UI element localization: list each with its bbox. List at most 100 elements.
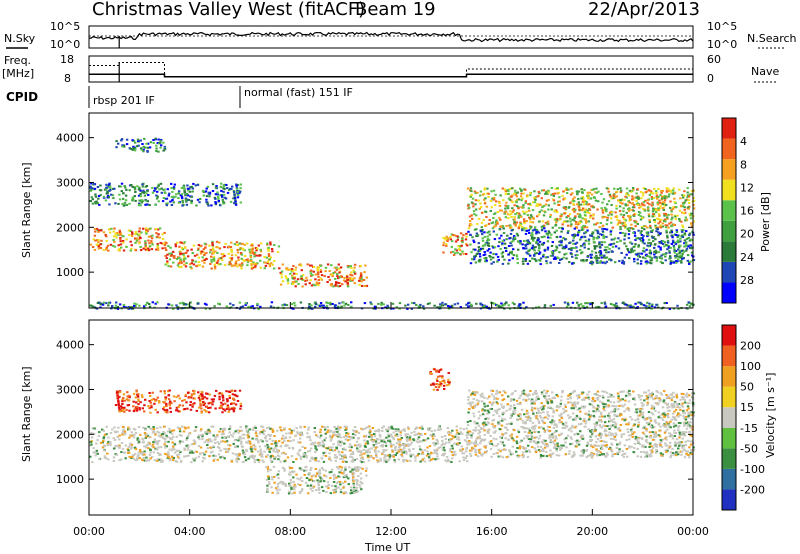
heatmap-cell <box>300 476 303 479</box>
heatmap-cell <box>484 211 488 213</box>
heatmap-cell <box>543 306 546 309</box>
heatmap-cell <box>158 227 162 230</box>
heatmap-cell <box>125 204 129 206</box>
heatmap-cell <box>100 229 103 232</box>
heatmap-cell <box>450 438 453 441</box>
heatmap-cell <box>531 244 535 247</box>
heatmap-cell <box>496 221 499 224</box>
heatmap-cell <box>637 244 640 247</box>
heatmap-cell <box>123 431 127 434</box>
heatmap-cell <box>219 449 222 452</box>
heatmap-cell <box>436 453 439 455</box>
heatmap-cell <box>292 265 295 267</box>
heatmap-cell <box>97 195 101 197</box>
heatmap-cell <box>681 226 685 229</box>
heatmap-cell <box>412 439 416 442</box>
heatmap-cell <box>458 460 461 463</box>
heatmap-cell <box>161 433 165 436</box>
heatmap-cell <box>295 458 298 461</box>
heatmap-cell <box>118 459 121 462</box>
heatmap-cell <box>284 485 288 487</box>
heatmap-cell <box>181 248 185 250</box>
heatmap-cell <box>478 207 481 210</box>
colorbar-tick-label: 20 <box>740 228 754 241</box>
heatmap-cell <box>630 242 634 245</box>
heatmap-cell <box>604 305 608 308</box>
heatmap-cell <box>254 427 257 429</box>
heatmap-cell <box>536 195 539 198</box>
heatmap-cell <box>341 457 344 460</box>
heatmap-cell <box>118 438 121 441</box>
heatmap-cell <box>158 440 161 442</box>
heatmap-cell <box>121 447 125 450</box>
heatmap-cell <box>674 250 678 252</box>
heatmap-cell <box>270 486 273 489</box>
heatmap-cell <box>335 456 339 459</box>
heatmap-cell <box>205 198 208 201</box>
heatmap-cell <box>560 230 563 233</box>
heatmap-cell <box>448 433 451 436</box>
heatmap-cell <box>525 210 528 213</box>
heatmap-cell <box>291 303 294 306</box>
heatmap-cell <box>254 264 257 267</box>
heatmap-cell <box>614 215 617 218</box>
heatmap-cell <box>608 243 611 246</box>
heatmap-cell <box>481 244 485 247</box>
heatmap-cell <box>186 249 189 252</box>
heatmap-cell <box>688 261 691 264</box>
heatmap-cell <box>322 446 325 448</box>
heatmap-cell <box>484 257 487 260</box>
heatmap-cell <box>353 271 356 274</box>
heatmap-cell <box>405 452 408 455</box>
heatmap-cell <box>191 187 195 190</box>
heatmap-cell <box>612 194 616 197</box>
heatmap-cell <box>137 440 141 443</box>
heatmap-cell <box>157 138 160 141</box>
heatmap-cell <box>351 468 354 471</box>
heatmap-cell <box>350 456 354 459</box>
heatmap-cell <box>587 238 591 241</box>
heatmap-cell <box>383 454 386 457</box>
heatmap-cell <box>201 250 205 253</box>
heatmap-cell <box>598 243 601 246</box>
heatmap-cell <box>479 249 482 252</box>
heatmap-cell <box>319 476 322 479</box>
heatmap-cell <box>650 235 654 238</box>
heatmap-cell <box>102 429 105 432</box>
heatmap-cell <box>346 282 349 285</box>
heatmap-cell <box>196 253 199 256</box>
heatmap-cell <box>486 231 489 234</box>
heatmap-cell <box>410 431 413 434</box>
heatmap-cell <box>134 199 137 202</box>
heatmap-cell <box>603 254 606 257</box>
heatmap-cell <box>377 438 380 441</box>
heatmap-cell <box>680 220 683 223</box>
heatmap-cell <box>272 465 276 468</box>
heatmap-cell <box>147 239 150 242</box>
heatmap-cell <box>332 443 335 446</box>
heatmap-cell <box>123 433 127 436</box>
heatmap-cell <box>450 245 453 248</box>
heatmap-cell <box>322 444 325 447</box>
heatmap-cell <box>179 252 182 255</box>
heatmap-cell <box>539 259 542 262</box>
heatmap-cell <box>399 431 402 434</box>
heatmap-cell <box>589 216 592 219</box>
heatmap-cell <box>692 197 695 199</box>
heatmap-cell <box>274 442 277 444</box>
heatmap-cell <box>673 201 676 203</box>
heatmap-cell <box>597 236 600 239</box>
heatmap-cell <box>665 187 668 190</box>
heatmap-cell <box>674 432 678 434</box>
heatmap-cell <box>476 191 479 194</box>
heatmap-cell <box>143 305 146 308</box>
heatmap-cell <box>609 211 612 214</box>
heatmap-cell <box>584 239 587 242</box>
heatmap-cell <box>179 258 182 261</box>
heatmap-cell <box>496 304 499 307</box>
heatmap-cell <box>398 307 401 310</box>
heatmap-cell <box>233 194 236 197</box>
heatmap-cell <box>516 258 519 260</box>
heatmap-cell <box>123 185 126 188</box>
heatmap-cell <box>538 220 541 223</box>
